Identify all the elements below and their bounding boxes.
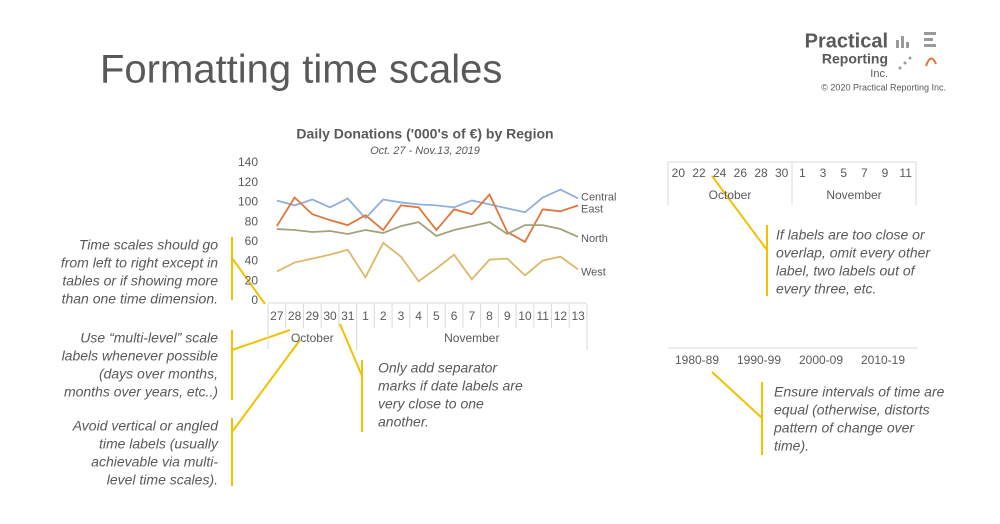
example-tick: 3 [820, 166, 827, 180]
annotation: equal (otherwise, distorts [774, 402, 930, 418]
chart-title: Daily Donations ('000's of €) by Region [296, 126, 553, 142]
x-tick-label: 29 [306, 309, 320, 323]
annotation: pattern of change over [773, 420, 915, 436]
group-label: October [291, 331, 334, 345]
series-line [276, 221, 579, 238]
y-tick-label: 140 [238, 155, 258, 169]
example-tick: 9 [882, 166, 889, 180]
annotation: than one time dimension. [62, 291, 218, 307]
x-tick-label: 13 [571, 309, 585, 323]
x-tick-label: 12 [554, 309, 568, 323]
example-tick: 11 [899, 166, 912, 180]
example-tick: 26 [734, 166, 748, 180]
annotation: another. [378, 414, 429, 430]
copyright: © 2020 Practical Reporting Inc. [821, 82, 946, 92]
annotation: level time scales). [107, 472, 218, 488]
annotation: labels whenever possible [62, 348, 219, 364]
x-tick-label: 1 [362, 309, 369, 323]
annotation: Avoid vertical or angled [72, 418, 219, 434]
series-line [276, 192, 579, 244]
logo-name: Practical [805, 30, 888, 52]
y-tick-label: 60 [245, 234, 259, 248]
example-group: November [826, 188, 881, 202]
example-tick: 1 [799, 166, 806, 180]
annotation: every three, etc. [776, 281, 876, 297]
decade-label: 1980-89 [675, 353, 719, 367]
annotation: achievable via multi- [91, 454, 218, 470]
x-tick-label: 27 [270, 309, 284, 323]
annotation: tables or if showing more [62, 273, 218, 289]
example-tick: 5 [840, 166, 847, 180]
x-tick-label: 5 [433, 309, 440, 323]
decade-label: 2000-09 [799, 353, 843, 367]
y-tick-label: 80 [245, 214, 259, 228]
x-tick-label: 30 [323, 309, 337, 323]
example-tick: 24 [713, 166, 727, 180]
annotation: from left to right except in [61, 255, 218, 271]
annotation: Use “multi-level” scale [80, 330, 218, 346]
x-tick-label: 3 [398, 309, 405, 323]
annotation: Time scales should go [79, 237, 218, 253]
series-line [276, 188, 579, 220]
group-label: November [444, 331, 499, 345]
example-tick: 28 [754, 166, 768, 180]
annotation: (days over months, [99, 366, 218, 382]
logo-icon [896, 32, 937, 70]
y-tick-label: 120 [238, 175, 258, 189]
logo-line: Inc. [870, 68, 888, 80]
annotation: If labels are too close or [776, 227, 926, 243]
slide-title: Formatting time scales [100, 48, 502, 92]
x-tick-label: 10 [518, 309, 532, 323]
example-tick: 30 [775, 166, 789, 180]
x-tick-label: 11 [536, 309, 549, 323]
decade-label: 1990-99 [737, 353, 781, 367]
example-tick: 20 [672, 166, 686, 180]
x-tick-label: 4 [415, 309, 422, 323]
annotation: time). [774, 438, 809, 454]
y-tick-label: 40 [245, 254, 259, 268]
annotation: label, two labels out of [776, 263, 917, 279]
annotation: months over years, etc..) [64, 384, 218, 400]
annotation: marks if date labels are [378, 378, 523, 394]
x-tick-label: 31 [341, 309, 355, 323]
series-label: East [581, 203, 603, 215]
x-tick-label: 2 [380, 309, 387, 323]
logo-line: Reporting [822, 51, 888, 67]
annotation-connectors [231, 175, 768, 486]
series-label: Central [581, 191, 616, 203]
x-tick-label: 28 [288, 309, 302, 323]
x-tick-label: 9 [504, 309, 511, 323]
chart-subtitle: Oct. 27 - Nov.13, 2019 [370, 145, 480, 157]
x-tick-label: 6 [451, 309, 458, 323]
series-label: West [581, 266, 606, 278]
example-tick: 22 [692, 166, 706, 180]
annotation: time labels (usually [99, 436, 219, 452]
series-label: North [581, 233, 608, 245]
example-tick: 7 [861, 166, 868, 180]
annotation: Ensure intervals of time are [774, 384, 945, 400]
x-tick-label: 7 [468, 309, 475, 323]
series-line [276, 241, 579, 283]
decade-label: 2010-19 [861, 353, 905, 367]
y-tick-label: 100 [238, 195, 258, 209]
annotation: overlap, omit every other [776, 245, 931, 261]
example-group: October [709, 188, 752, 202]
annotation: very close to one [378, 396, 484, 412]
y-tick-label: 0 [251, 293, 258, 307]
y-tick-label: 20 [245, 273, 259, 287]
annotation: Only add separator [378, 360, 498, 376]
x-tick-label: 8 [486, 309, 493, 323]
